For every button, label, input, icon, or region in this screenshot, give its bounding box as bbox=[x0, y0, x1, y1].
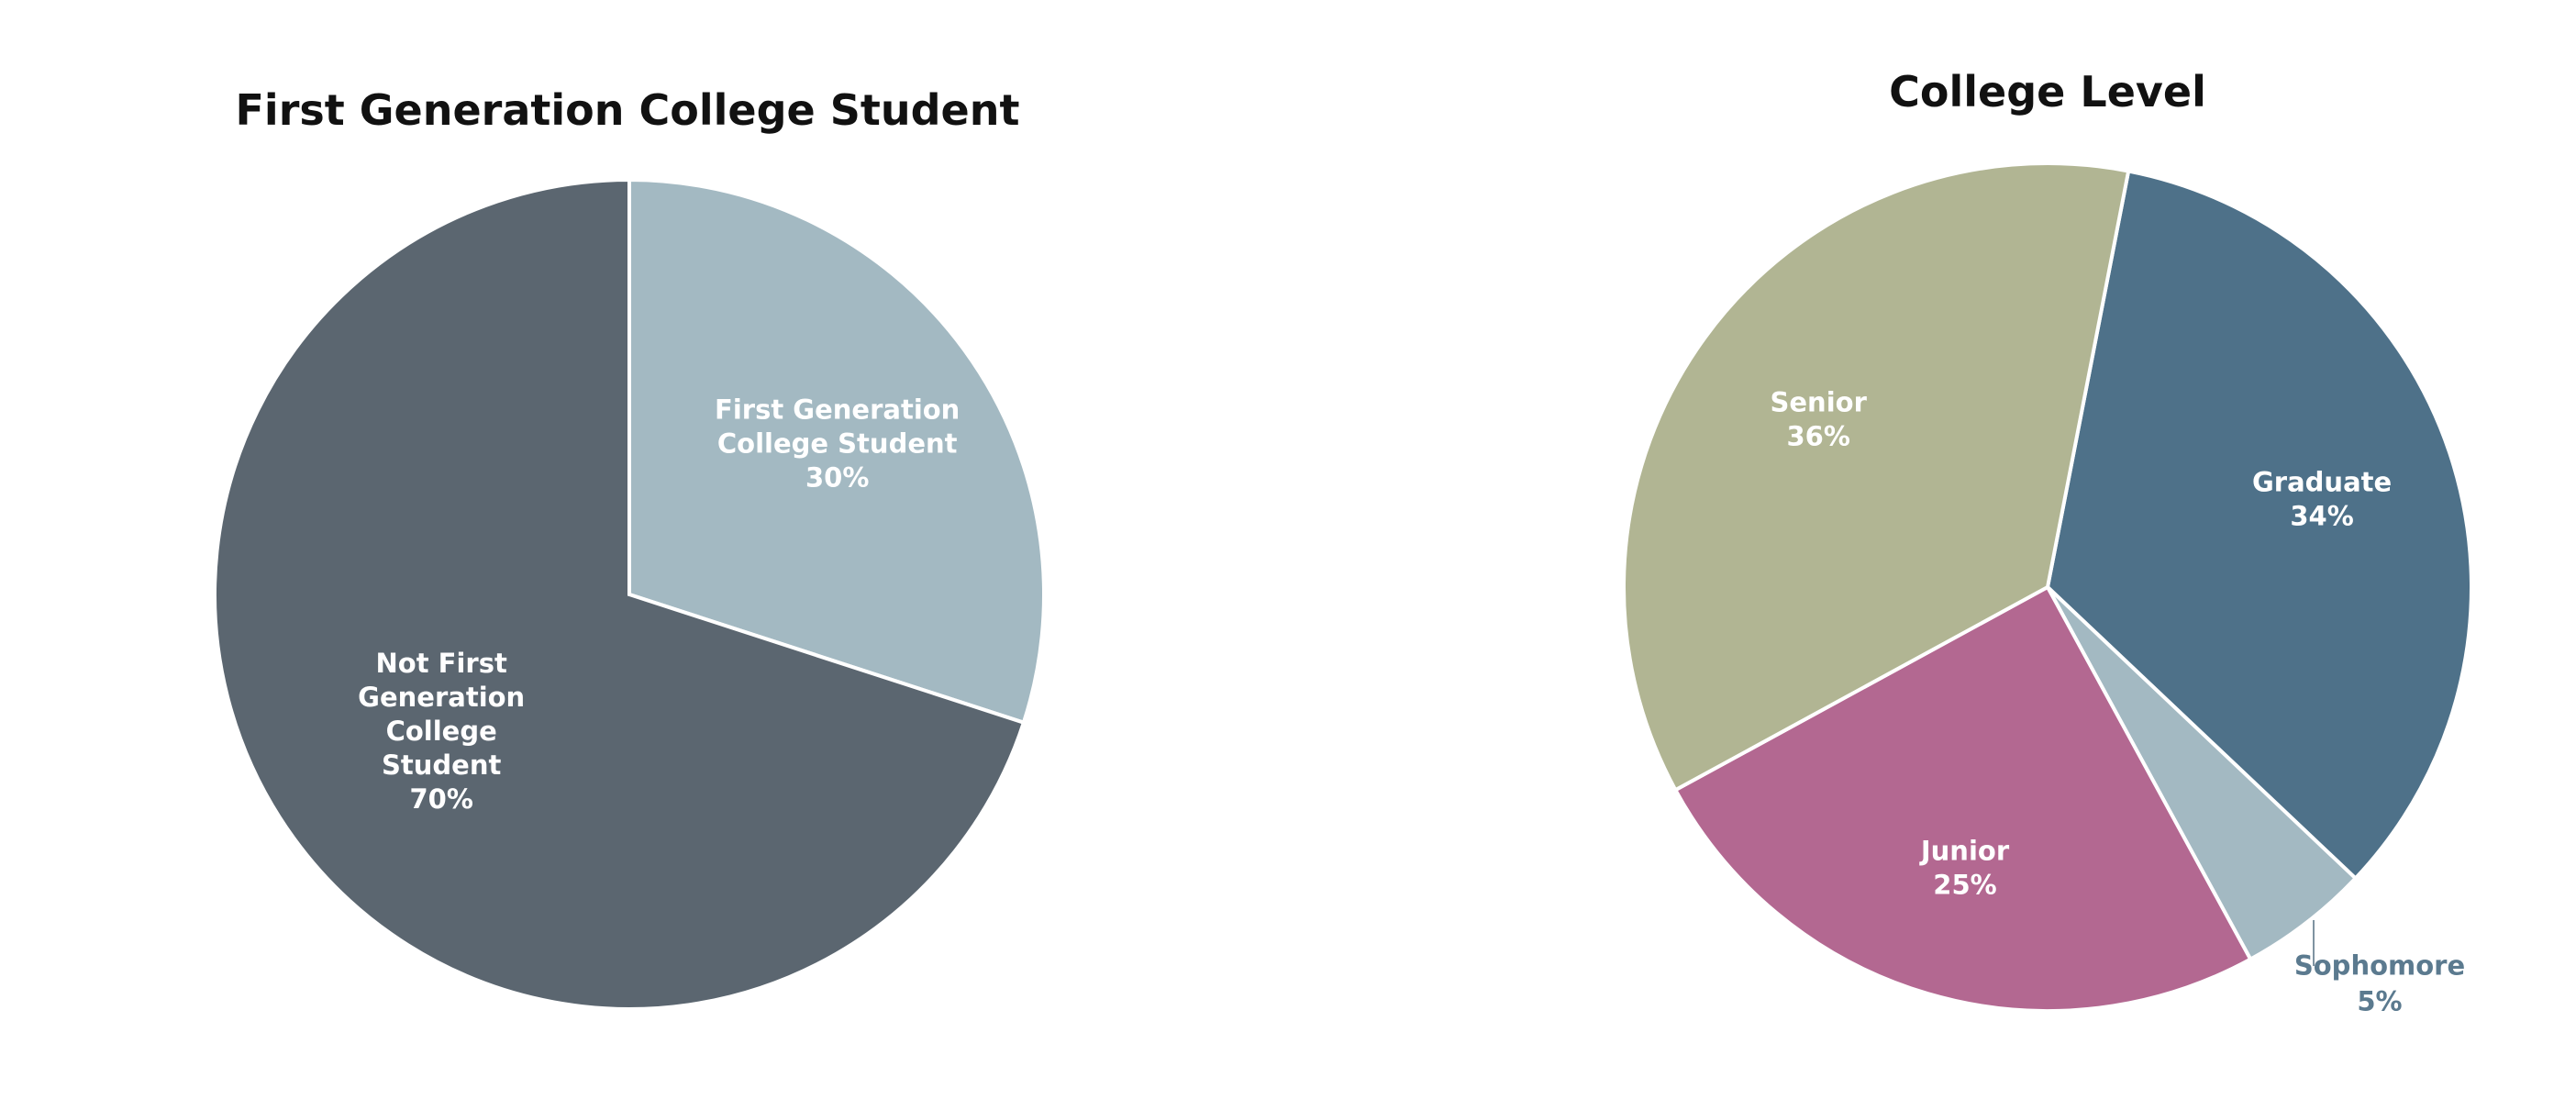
pie-slice-sophomore bbox=[2046, 585, 2359, 962]
pie-college-level: Graduate 34% Sophomore 5% Junior 25% Senior 36% bbox=[1621, 161, 2473, 1017]
data-label-line: Junior bbox=[1919, 835, 2010, 866]
data-label-line: Generation bbox=[358, 682, 525, 713]
chart-title-first-generation: First Generation College Student bbox=[236, 85, 1020, 135]
data-label-value: 30% bbox=[805, 461, 869, 493]
data-label-first-generation-college-student: First Generation College Student 30% bbox=[715, 394, 960, 493]
data-label-line: Not First bbox=[376, 648, 507, 679]
pie-slice-graduate bbox=[2045, 169, 2473, 882]
pie-slice-junior bbox=[1672, 584, 2253, 1014]
data-label-value: 70% bbox=[409, 783, 472, 815]
data-label-value: 5% bbox=[2357, 986, 2402, 1017]
data-label-not-first-generation-college-student: Not First Generation College Student 70% bbox=[358, 648, 525, 815]
data-label-value: 36% bbox=[1786, 421, 1849, 452]
data-label-junior: Junior 25% bbox=[1919, 835, 2010, 900]
data-label-sophomore: Sophomore 5% bbox=[2294, 950, 2465, 1017]
data-label-line: Student bbox=[382, 749, 501, 781]
data-label-value: 25% bbox=[1933, 869, 1996, 900]
data-label-graduate: Graduate 34% bbox=[2252, 467, 2392, 532]
pie-slice-first-generation-college-student bbox=[627, 177, 1046, 726]
data-label-line: Sophomore bbox=[2294, 950, 2465, 982]
chart-title-college-level: College Level bbox=[1889, 67, 2206, 117]
pie-slice-senior bbox=[1621, 161, 2131, 793]
data-label-value: 34% bbox=[2290, 501, 2353, 532]
data-label-line: College Student bbox=[717, 427, 958, 459]
data-label-line: College bbox=[386, 716, 497, 747]
pie-first-generation: First Generation College Student 30%Not Fi… bbox=[213, 177, 1046, 1011]
data-label-line: Senior bbox=[1771, 387, 1868, 418]
data-label-line: First Generation bbox=[715, 394, 960, 425]
pie-slice-not-first-generation-college-student bbox=[213, 177, 1027, 1011]
data-label-line: Graduate bbox=[2252, 467, 2392, 498]
data-label-senior: Senior 36% bbox=[1771, 387, 1868, 452]
